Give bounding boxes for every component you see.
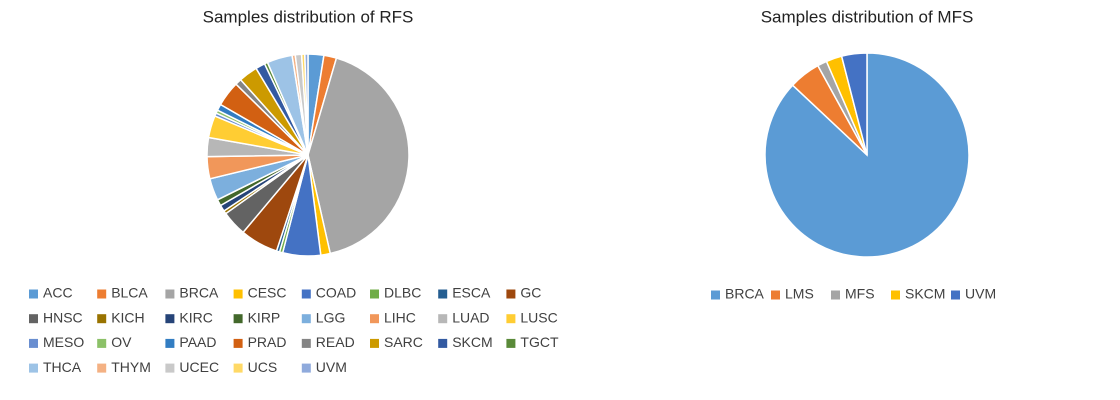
legend-label: THCA: [43, 359, 82, 375]
chart-title: Samples distribution of RFS: [203, 7, 414, 26]
legend-swatch: [891, 290, 900, 300]
legend-label: KIRP: [248, 309, 281, 325]
legend-label: MESO: [43, 334, 84, 350]
legend-label: READ: [316, 334, 355, 350]
legend-swatch: [233, 314, 243, 324]
legend-swatch: [831, 290, 840, 300]
legend-swatch: [233, 289, 243, 299]
legend-swatch: [233, 338, 243, 348]
legend-label: PRAD: [248, 334, 287, 350]
legend-swatch: [165, 338, 175, 348]
legend-swatch: [97, 289, 107, 299]
legend-swatch: [301, 363, 311, 373]
legend-swatch: [506, 338, 516, 348]
legend-label: SKCM: [905, 286, 945, 302]
legend-label: SARC: [384, 334, 423, 350]
legend-swatch: [771, 290, 780, 300]
pie-slice: [307, 57, 410, 255]
legend-label: KICH: [111, 309, 144, 325]
legend-label: KIRC: [179, 309, 212, 325]
legend-swatch: [370, 314, 379, 324]
legend-label: CESC: [248, 285, 287, 301]
legend-swatch: [301, 314, 311, 324]
pie-slice: [840, 52, 868, 156]
legend-swatch: [29, 289, 38, 299]
legend-swatch: [951, 290, 960, 300]
legend-label: HNSC: [43, 309, 83, 325]
legend-swatch: [29, 314, 38, 324]
legend-label: LUSC: [520, 309, 557, 325]
legend-swatch: [165, 363, 175, 373]
legend-label: MFS: [845, 286, 875, 302]
legend-swatch: [97, 338, 107, 348]
legend-swatch: [165, 314, 175, 324]
legend-label: BLCA: [111, 285, 148, 301]
legend-label: GC: [520, 285, 541, 301]
legend-swatch: [506, 289, 516, 299]
legend-label: UVM: [316, 359, 347, 375]
legend-label: OV: [111, 334, 132, 350]
legend-swatch: [438, 338, 448, 348]
legend-label: PAAD: [179, 334, 216, 350]
legend-label: DLBC: [384, 285, 421, 301]
legend-swatch: [233, 363, 243, 373]
legend-swatch: [711, 290, 720, 300]
legend-swatch: [370, 289, 379, 299]
legend-label: UCS: [248, 359, 278, 375]
legend-label: TGCT: [520, 334, 559, 350]
legend-label: UVM: [965, 286, 996, 302]
legend-swatch: [29, 338, 38, 348]
legend-swatch: [438, 289, 448, 299]
pie-slice: [304, 53, 309, 156]
legend-label: UCEC: [179, 359, 219, 375]
legend-swatch: [301, 338, 311, 348]
legend-label: THYM: [111, 359, 151, 375]
legend-label: SKCM: [452, 334, 492, 350]
legend-swatch: [165, 289, 175, 299]
legend-swatch: [370, 338, 379, 348]
legend-label: LIHC: [384, 309, 416, 325]
legend-label: ESCA: [452, 285, 491, 301]
legend-swatch: [97, 314, 107, 324]
legend-label: LUAD: [452, 309, 489, 325]
legend-label: LGG: [316, 309, 346, 325]
legend-label: BRCA: [725, 286, 765, 302]
legend-swatch: [438, 314, 448, 324]
legend-swatch: [97, 363, 107, 373]
legend-swatch: [506, 314, 516, 324]
pie-slice: [764, 52, 970, 258]
legend-label: BRCA: [179, 285, 219, 301]
legend-swatch: [301, 289, 311, 299]
legend-label: ACC: [43, 285, 73, 301]
chart-title: Samples distribution of MFS: [761, 7, 974, 26]
legend-label: LMS: [785, 286, 814, 302]
legend-swatch: [29, 363, 38, 373]
legend-label: COAD: [316, 285, 356, 301]
